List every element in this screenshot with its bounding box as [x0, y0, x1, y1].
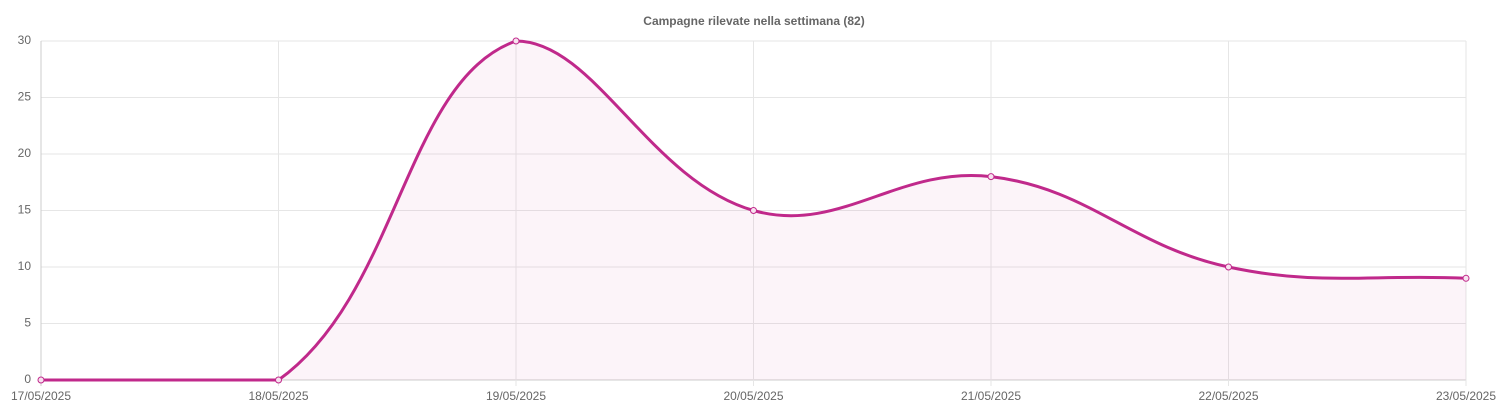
y-tick-label: 0 — [24, 372, 31, 386]
point — [750, 207, 757, 214]
point — [1225, 263, 1232, 271]
point — [275, 376, 282, 384]
y-tick-label: 25 — [18, 90, 32, 104]
y-tick-label: 15 — [18, 203, 32, 217]
point — [987, 173, 995, 181]
x-tick-label: 21/05/2025 — [961, 389, 1021, 403]
x-tick-label: 19/05/2025 — [486, 389, 546, 403]
point — [37, 376, 45, 384]
x-tick-label: 22/05/2025 — [1198, 389, 1258, 403]
y-tick-label: 20 — [18, 146, 32, 160]
y-tick-label: 10 — [18, 259, 32, 273]
y-tick-label: 5 — [24, 316, 31, 330]
x-tick-label: 20/05/2025 — [723, 389, 783, 403]
point — [512, 37, 520, 45]
chart-title: Campagne rilevate nella settimana (82) — [643, 14, 864, 28]
line — [40, 39, 1467, 382]
point — [1462, 274, 1470, 282]
x-tick-label: 18/05/2025 — [248, 389, 308, 403]
x-tick-label: 23/05/2025 — [1436, 389, 1496, 403]
y-tick-label: 30 — [18, 33, 32, 47]
x-tick-label: 17/05/2025 — [11, 389, 71, 403]
